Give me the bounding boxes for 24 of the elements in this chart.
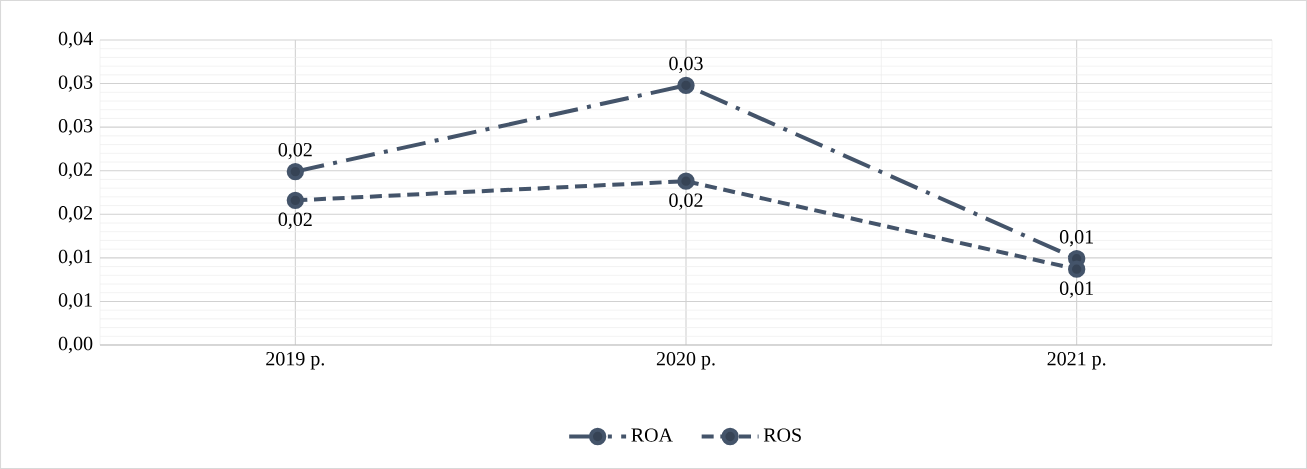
y-tick-label: 0,00 — [58, 336, 93, 354]
data-label: 0,02 — [278, 142, 312, 160]
x-tick-label: 2021 р. — [1047, 351, 1106, 370]
y-tick-label: 0,03 — [58, 118, 93, 136]
legend-label: ROS — [763, 428, 801, 442]
data-label: 0,02 — [669, 193, 703, 210]
x-tick-label: 2019 р. — [266, 351, 324, 370]
point — [677, 76, 695, 94]
legend-label: ROA — [631, 428, 673, 442]
data-label: 0,02 — [278, 212, 312, 229]
y-tick-label: 0,02 — [58, 206, 92, 223]
point — [286, 191, 305, 210]
point — [286, 162, 305, 181]
y-tick-label: 0,04 — [58, 31, 93, 49]
data-label: 0,01 — [1059, 230, 1093, 247]
y-tick-label: 0,01 — [58, 293, 92, 310]
point — [677, 172, 695, 190]
data-label: 0,01 — [1059, 281, 1093, 298]
point — [1068, 260, 1086, 278]
x-tick-label: 2020 р. — [656, 351, 715, 370]
data-label: 0,03 — [669, 56, 703, 74]
y-tick-label: 0,03 — [58, 75, 93, 92]
y-tick-label: 0,01 — [58, 249, 92, 267]
y-tick-label: 0,02 — [58, 162, 92, 179]
